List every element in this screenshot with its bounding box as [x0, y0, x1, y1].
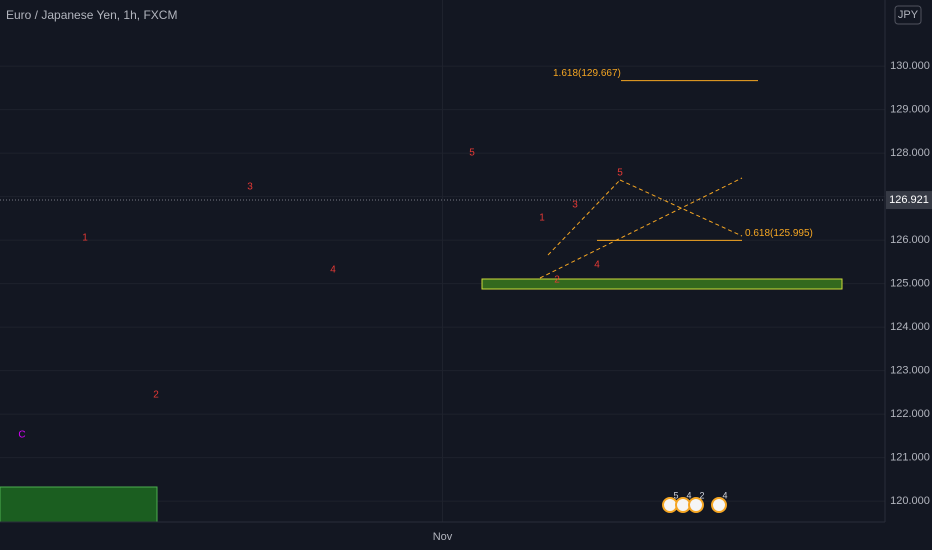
y-tick-label: 126.000	[890, 234, 930, 246]
currency-label: JPY	[898, 9, 919, 21]
event-badge	[711, 497, 727, 513]
y-tick-label: 120.000	[890, 495, 930, 507]
y-tick-label: 123.000	[890, 365, 930, 377]
plot	[0, 80, 885, 241]
grid	[0, 0, 885, 522]
wave-label: 4	[594, 260, 600, 271]
y-tick-label: 129.000	[890, 104, 930, 116]
fib-label: 0.618(125.995)	[745, 228, 813, 239]
wedge-line	[539, 177, 743, 279]
support-zone	[481, 278, 843, 290]
wedge-line	[619, 179, 743, 237]
y-tick-label: 125.000	[890, 278, 930, 290]
wave-label: 5	[617, 168, 623, 179]
demand-zone	[0, 486, 158, 523]
event-count: 2	[699, 490, 704, 500]
wave-label: 2	[554, 275, 560, 286]
last-price-box	[886, 191, 932, 210]
y-tick-label: 124.000	[890, 321, 930, 333]
wave-label: C	[18, 430, 25, 441]
wave-label: 5	[469, 148, 475, 159]
currency-badge[interactable]	[894, 5, 922, 25]
y-tick-label: 121.000	[890, 452, 930, 464]
wave-label: 2	[153, 390, 159, 401]
wedge-line	[547, 179, 621, 256]
y-tick-label: 128.000	[890, 147, 930, 159]
wave-label: 3	[572, 200, 578, 211]
event-count: 5	[673, 490, 678, 500]
wave-label: 1	[539, 213, 545, 224]
chart-title: Euro / Japanese Yen, 1h, FXCM	[6, 8, 177, 22]
wave-label: 1	[82, 233, 88, 244]
x-tick-label: Nov	[433, 531, 453, 543]
y-tick-label: 130.000	[890, 60, 930, 72]
y-tick-label: 122.000	[890, 408, 930, 420]
event-badge	[688, 497, 704, 513]
wave-label: 3	[247, 182, 253, 193]
fib-label: 1.618(129.667)	[553, 68, 621, 79]
event-count: 4	[722, 490, 727, 500]
wave-label: 4	[330, 265, 336, 276]
event-count: 4	[686, 490, 691, 500]
last-price-label: 126.921	[889, 194, 929, 206]
